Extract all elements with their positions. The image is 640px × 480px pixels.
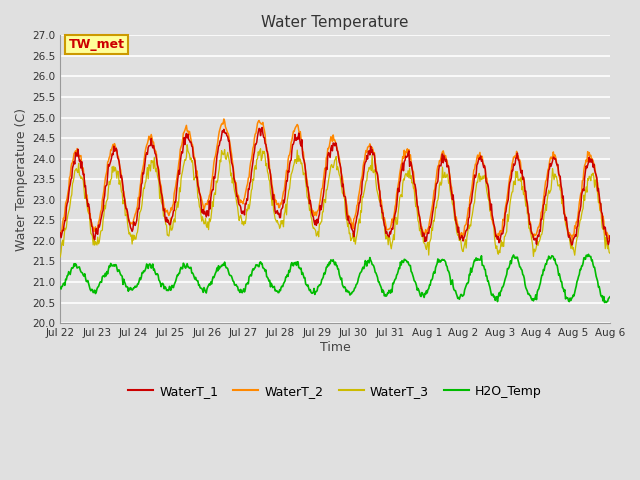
X-axis label: Time: Time [320, 341, 351, 354]
Y-axis label: Water Temperature (C): Water Temperature (C) [15, 108, 28, 251]
Text: TW_met: TW_met [68, 38, 125, 51]
Legend: WaterT_1, WaterT_2, WaterT_3, H2O_Temp: WaterT_1, WaterT_2, WaterT_3, H2O_Temp [124, 380, 547, 403]
Title: Water Temperature: Water Temperature [261, 15, 409, 30]
